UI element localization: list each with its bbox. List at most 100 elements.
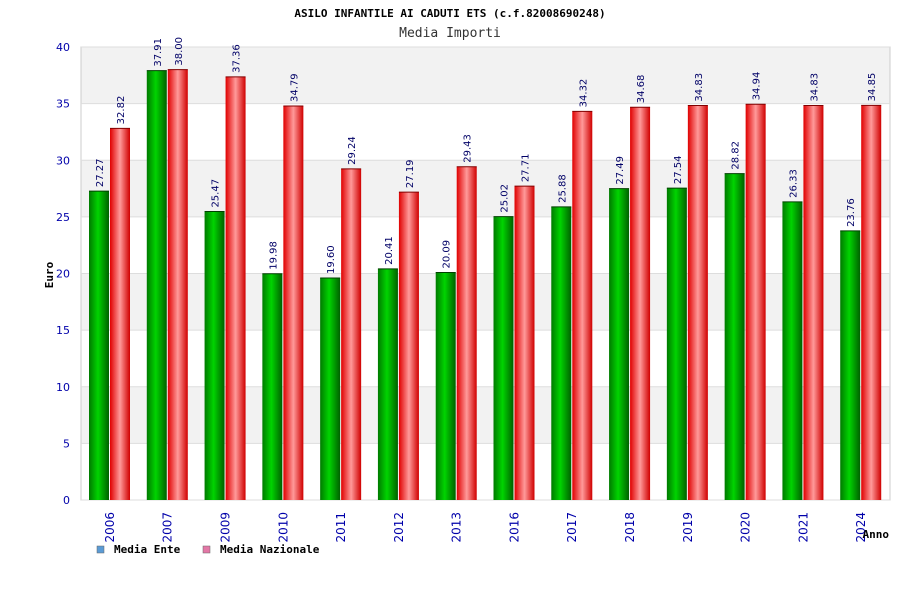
bar-media-ente-2012: [377, 268, 398, 500]
value-label: 34.79: [289, 73, 300, 102]
value-label: 19.98: [268, 241, 279, 270]
plot-band: [81, 273, 890, 331]
y-tick-label: 15: [56, 324, 70, 337]
value-label: 25.88: [557, 174, 568, 203]
value-label: 25.02: [500, 184, 511, 213]
bar-media-ente-2017: [551, 206, 572, 500]
bars: [89, 69, 882, 501]
chart-subtitle: Media Importi: [399, 26, 501, 41]
x-axis-title: Anno: [863, 528, 890, 541]
x-tick-label: 2007: [161, 512, 175, 543]
legend: Media Ente Media Nazionale: [96, 543, 320, 556]
bar-media-nazionale-2011: [341, 168, 362, 500]
bar-media-nazionale-2010: [283, 106, 304, 501]
y-tick-label: 30: [56, 154, 70, 167]
value-label: 38.00: [174, 37, 185, 66]
y-tick-label: 10: [56, 381, 70, 394]
value-label: 20.41: [384, 236, 395, 265]
value-label: 20.09: [442, 240, 453, 269]
value-labels: 27.27 32.82 37.91 38.00 25.47 37.36 19.98 34.79…: [95, 37, 878, 274]
value-label: 29.24: [347, 136, 358, 165]
y-tick-label: 5: [63, 437, 70, 450]
value-label: 27.27: [95, 159, 106, 188]
bar-media-ente-2010: [262, 273, 283, 500]
value-label: 37.91: [153, 38, 164, 67]
value-label: 27.71: [521, 154, 532, 183]
bar-media-nazionale-2019: [687, 105, 708, 501]
bar-media-ente-2011: [320, 278, 341, 500]
plot-band: [81, 443, 890, 500]
plot-band: [81, 160, 890, 217]
bar-media-nazionale-2024: [861, 105, 882, 500]
bar-media-nazionale-2009: [225, 76, 246, 500]
x-tick-label: 2010: [276, 512, 290, 543]
legend-label-media-ente: Media Ente: [114, 543, 181, 556]
legend-swatch-media-ente: [96, 545, 105, 554]
legend-label-media-nazionale: Media Nazionale: [220, 543, 320, 556]
y-tick-label: 0: [63, 494, 70, 507]
value-label: 27.54: [673, 155, 684, 184]
bar-media-nazionale-2012: [398, 192, 419, 501]
bar-media-ente-2018: [609, 188, 630, 500]
value-label: 26.33: [788, 169, 799, 198]
x-tick-label: 2024: [854, 512, 868, 543]
legend-swatch-media-nazionale: [202, 545, 211, 554]
plot-band: [81, 386, 890, 444]
x-tick-label: 2013: [450, 512, 464, 543]
value-label: 27.19: [405, 159, 416, 188]
bar-media-nazionale-2007: [167, 69, 188, 501]
plot-band: [81, 216, 890, 274]
x-tick-label: 2006: [103, 512, 117, 543]
value-label: 34.68: [636, 75, 647, 104]
bar-media-nazionale-2006: [110, 128, 130, 500]
bar-media-nazionale-2018: [630, 107, 651, 501]
bar-media-ente-2006: [89, 191, 109, 501]
x-tick-label: 2019: [681, 512, 695, 543]
value-label: 32.82: [116, 96, 127, 125]
y-tick-label: 40: [56, 41, 70, 54]
bar-media-ente-2019: [666, 188, 687, 500]
bar-media-ente-2016: [493, 216, 514, 500]
x-axis-ticks: 2006 2007 2009 2010 2011 2012 2013 2016 2017 2018…: [103, 512, 868, 543]
bar-media-nazionale-2016: [514, 186, 535, 500]
value-label: 34.83: [694, 73, 705, 102]
bar-media-nazionale-2021: [803, 105, 824, 501]
value-label: 34.32: [578, 79, 589, 108]
x-tick-label: 2018: [623, 512, 637, 543]
bar-media-ente-2009: [204, 211, 225, 500]
y-tick-label: 35: [56, 98, 70, 111]
y-tick-label: 20: [56, 268, 70, 281]
value-label: 34.83: [809, 73, 820, 102]
value-label: 25.47: [211, 179, 222, 208]
value-label: 37.36: [232, 44, 243, 73]
bar-media-ente-2007: [146, 70, 167, 500]
bar-media-ente-2013: [435, 272, 456, 500]
x-tick-label: 2020: [739, 512, 753, 543]
x-tick-label: 2011: [334, 512, 348, 543]
y-tick-label: 25: [56, 211, 70, 224]
plot-band: [81, 103, 890, 161]
bar-media-ente-2024: [840, 230, 861, 500]
x-tick-label: 2012: [392, 512, 406, 543]
plot-band: [81, 330, 890, 387]
bar-media-ente-2021: [782, 201, 803, 500]
bar-media-nazionale-2017: [572, 111, 593, 501]
x-tick-label: 2009: [218, 512, 232, 543]
value-label: 29.43: [463, 134, 474, 163]
value-label: 28.82: [731, 141, 742, 170]
value-label: 23.76: [846, 198, 857, 227]
y-axis-ticks: 0 5 10 15 20 25 30 35 40: [56, 41, 70, 507]
value-label: 27.49: [615, 156, 626, 185]
x-tick-label: 2016: [507, 512, 521, 543]
bar-media-nazionale-2013: [456, 166, 477, 500]
plot-band: [81, 47, 890, 104]
value-label: 34.85: [867, 73, 878, 102]
y-axis-title: Euro: [43, 261, 56, 288]
x-tick-label: 2021: [796, 512, 810, 543]
chart-title: ASILO INFANTILE AI CADUTI ETS (c.f.82008…: [294, 7, 605, 20]
value-label: 34.94: [752, 72, 763, 101]
x-tick-label: 2017: [565, 512, 579, 543]
bar-media-ente-2020: [724, 173, 745, 500]
value-label: 19.60: [326, 245, 337, 274]
